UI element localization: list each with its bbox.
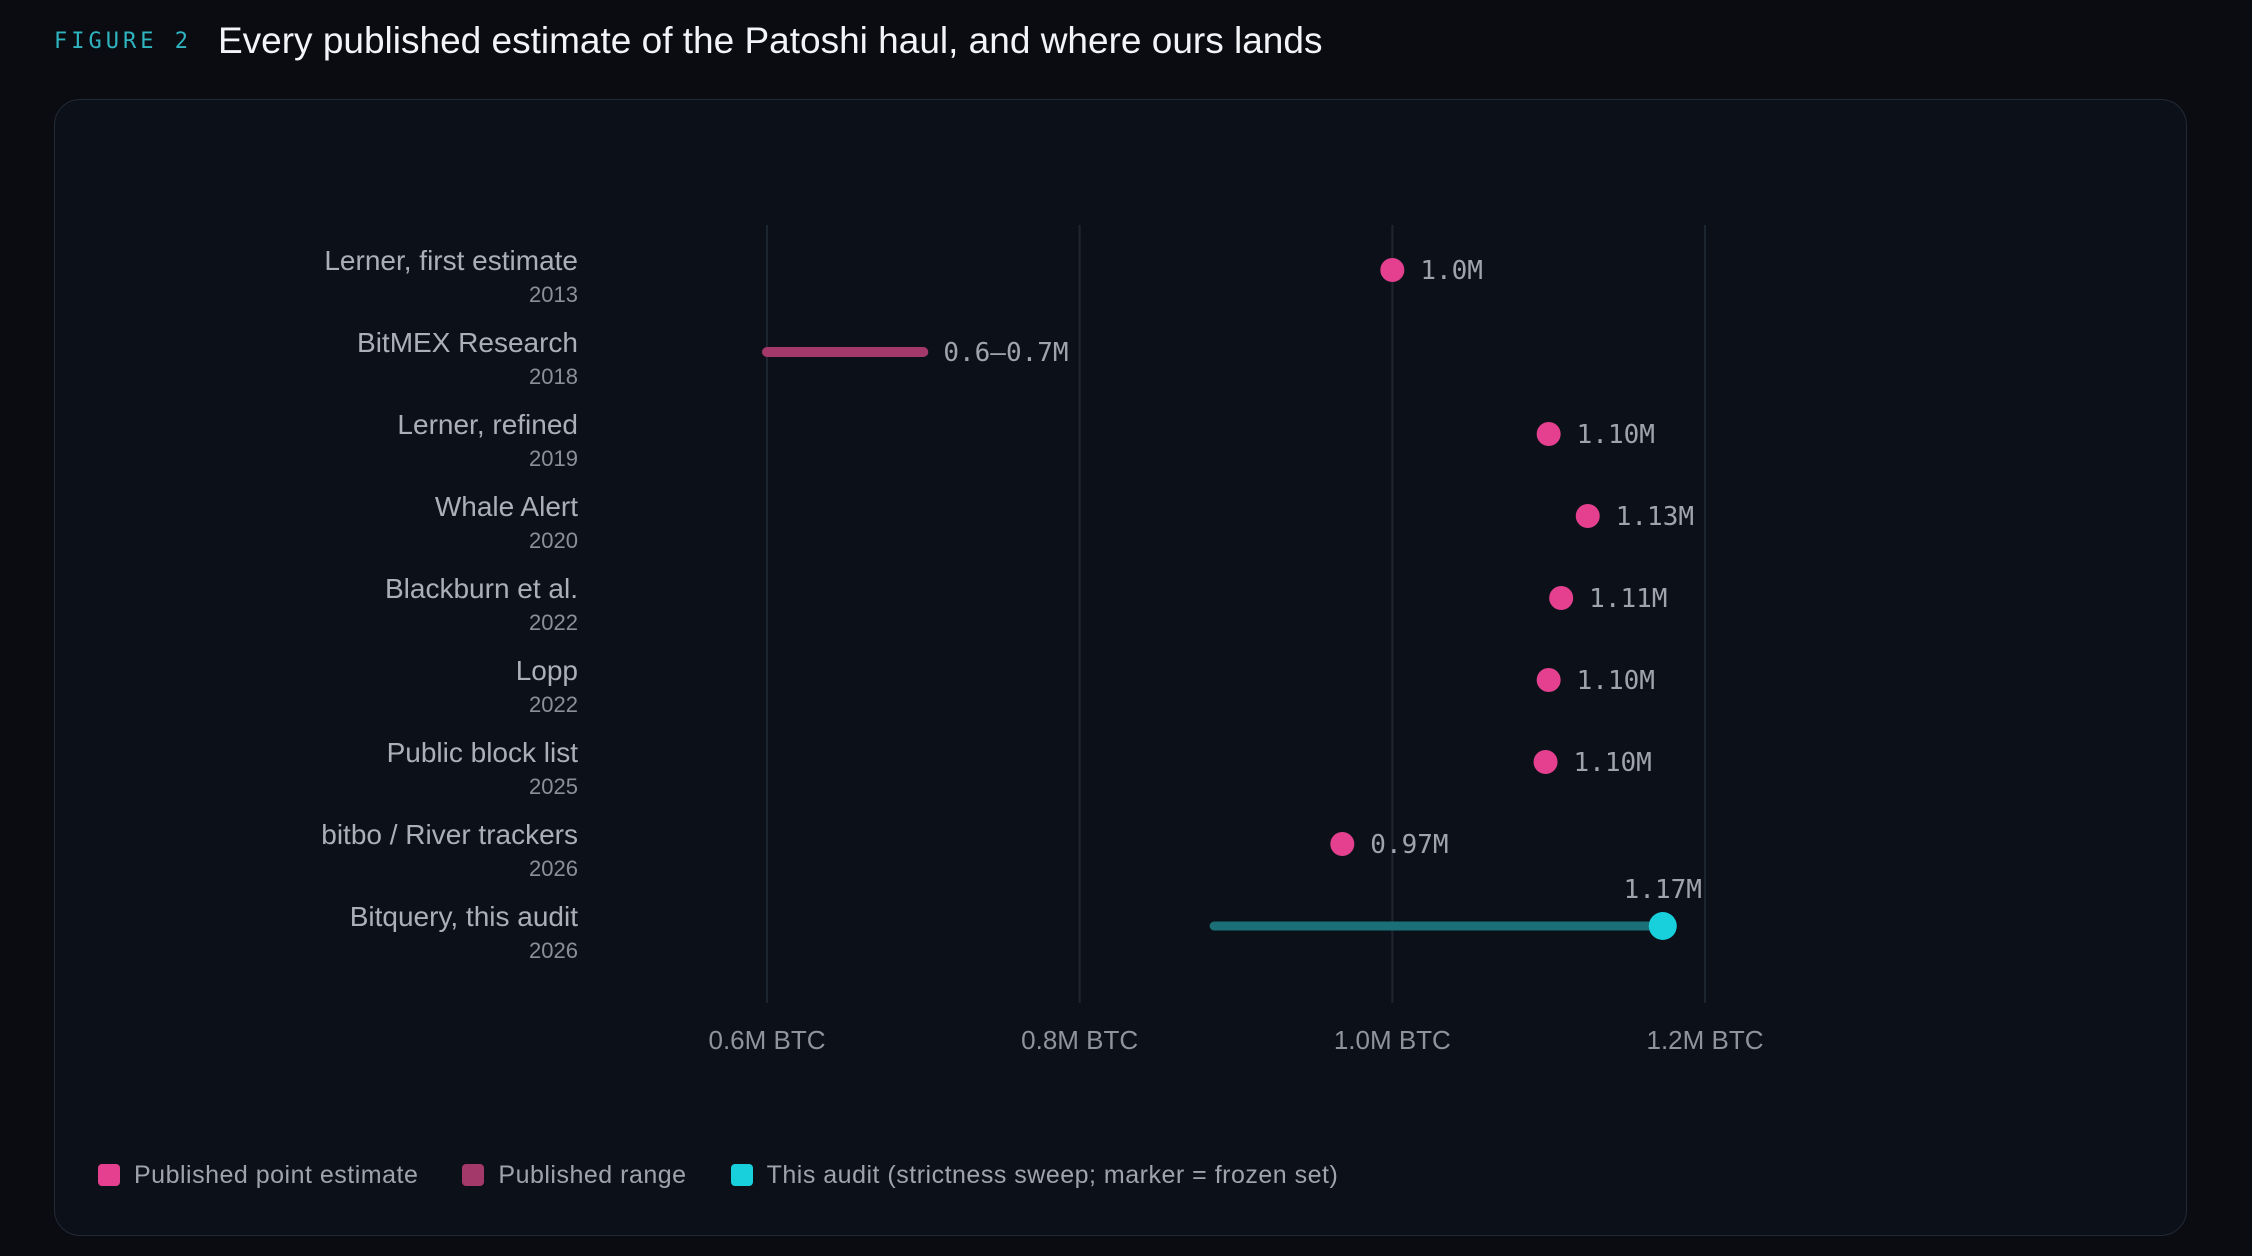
row-labels: Lerner, first estimate 2013 BitMEX Researc… [321,245,578,963]
point-estimate-dot [1330,832,1355,856]
row-label: Bitquery, this audit [350,901,578,932]
row-label: bitbo / River trackers [321,819,578,850]
point-estimate-dot [1536,668,1561,692]
row-year: 2019 [529,446,578,471]
figure-label: FIGURE 2 [54,28,192,54]
value-label: 1.17M [1624,875,1702,905]
row-label: BitMEX Research [357,327,578,358]
row-label: Public block list [387,737,579,768]
point-estimate-dot [1575,504,1600,528]
legend-item-audit: This audit (strictness sweep; marker = f… [730,1160,1339,1190]
row-label: Blackburn et al. [385,573,578,604]
row-label: Lopp [516,655,578,686]
value-label: 1.11M [1589,584,1667,614]
legend-audit-label: This audit (strictness sweep; marker = f… [766,1160,1339,1189]
legend-item-point: Published point estimate [98,1161,418,1190]
row-year: 2022 [529,692,578,717]
point-estimate-dot [1536,422,1561,446]
value-label: 1.10M [1577,666,1655,696]
point-estimate-dot [1549,586,1574,610]
value-label: 1.0M [1420,256,1483,286]
x-tick-label: 0.6M BTC [708,1025,825,1055]
row-year: 2018 [529,364,578,389]
row-label: Whale Alert [435,491,578,522]
row-year: 2022 [529,610,578,635]
row-year: 2026 [529,938,578,963]
point-estimate-dot [1533,750,1558,774]
audit-frozen-marker [1648,912,1677,940]
figure-title: Every published estimate of the Patoshi … [217,20,1323,61]
point-estimate-dot [1380,258,1405,282]
legend-range-label: Published range [498,1160,687,1189]
value-label: 0.6–0.7M [943,338,1068,368]
value-label: 1.10M [1574,748,1652,778]
chart-panel [54,99,2187,1236]
x-tick-label: 1.0M BTC [1334,1025,1451,1055]
row-label: Lerner, refined [397,409,578,440]
row-label: Lerner, first estimate [324,245,578,276]
row-year: 2026 [529,856,578,881]
x-axis-ticks: 0.6M BTC 0.8M BTC 1.0M BTC 1.2M BTC [708,1025,1763,1055]
data-marks: 1.0M 0.6–0.7M 1.10M 1.13M 1.11M 1.10M 1.10M 0.9… [762,256,1702,940]
value-label: 1.10M [1577,420,1655,450]
x-tick-label: 1.2M BTC [1646,1025,1763,1055]
row-year: 2020 [529,528,578,553]
grid-layer [766,225,1706,1003]
legend-item-range: Published range [462,1161,686,1190]
x-tick-label: 0.8M BTC [1021,1025,1138,1055]
audit-swatch [730,1164,753,1186]
figure-header: FIGURE 2 Every published estimate of the… [54,18,1322,64]
value-label: 1.13M [1616,502,1694,532]
row-year: 2025 [529,774,578,799]
value-label: 0.97M [1370,830,1448,860]
row-year: 2013 [529,282,578,307]
point-swatch [98,1164,120,1186]
legend: Published point estimate Published range… [98,1158,1382,1192]
range-swatch [462,1164,485,1186]
legend-point-label: Published point estimate [134,1160,419,1189]
